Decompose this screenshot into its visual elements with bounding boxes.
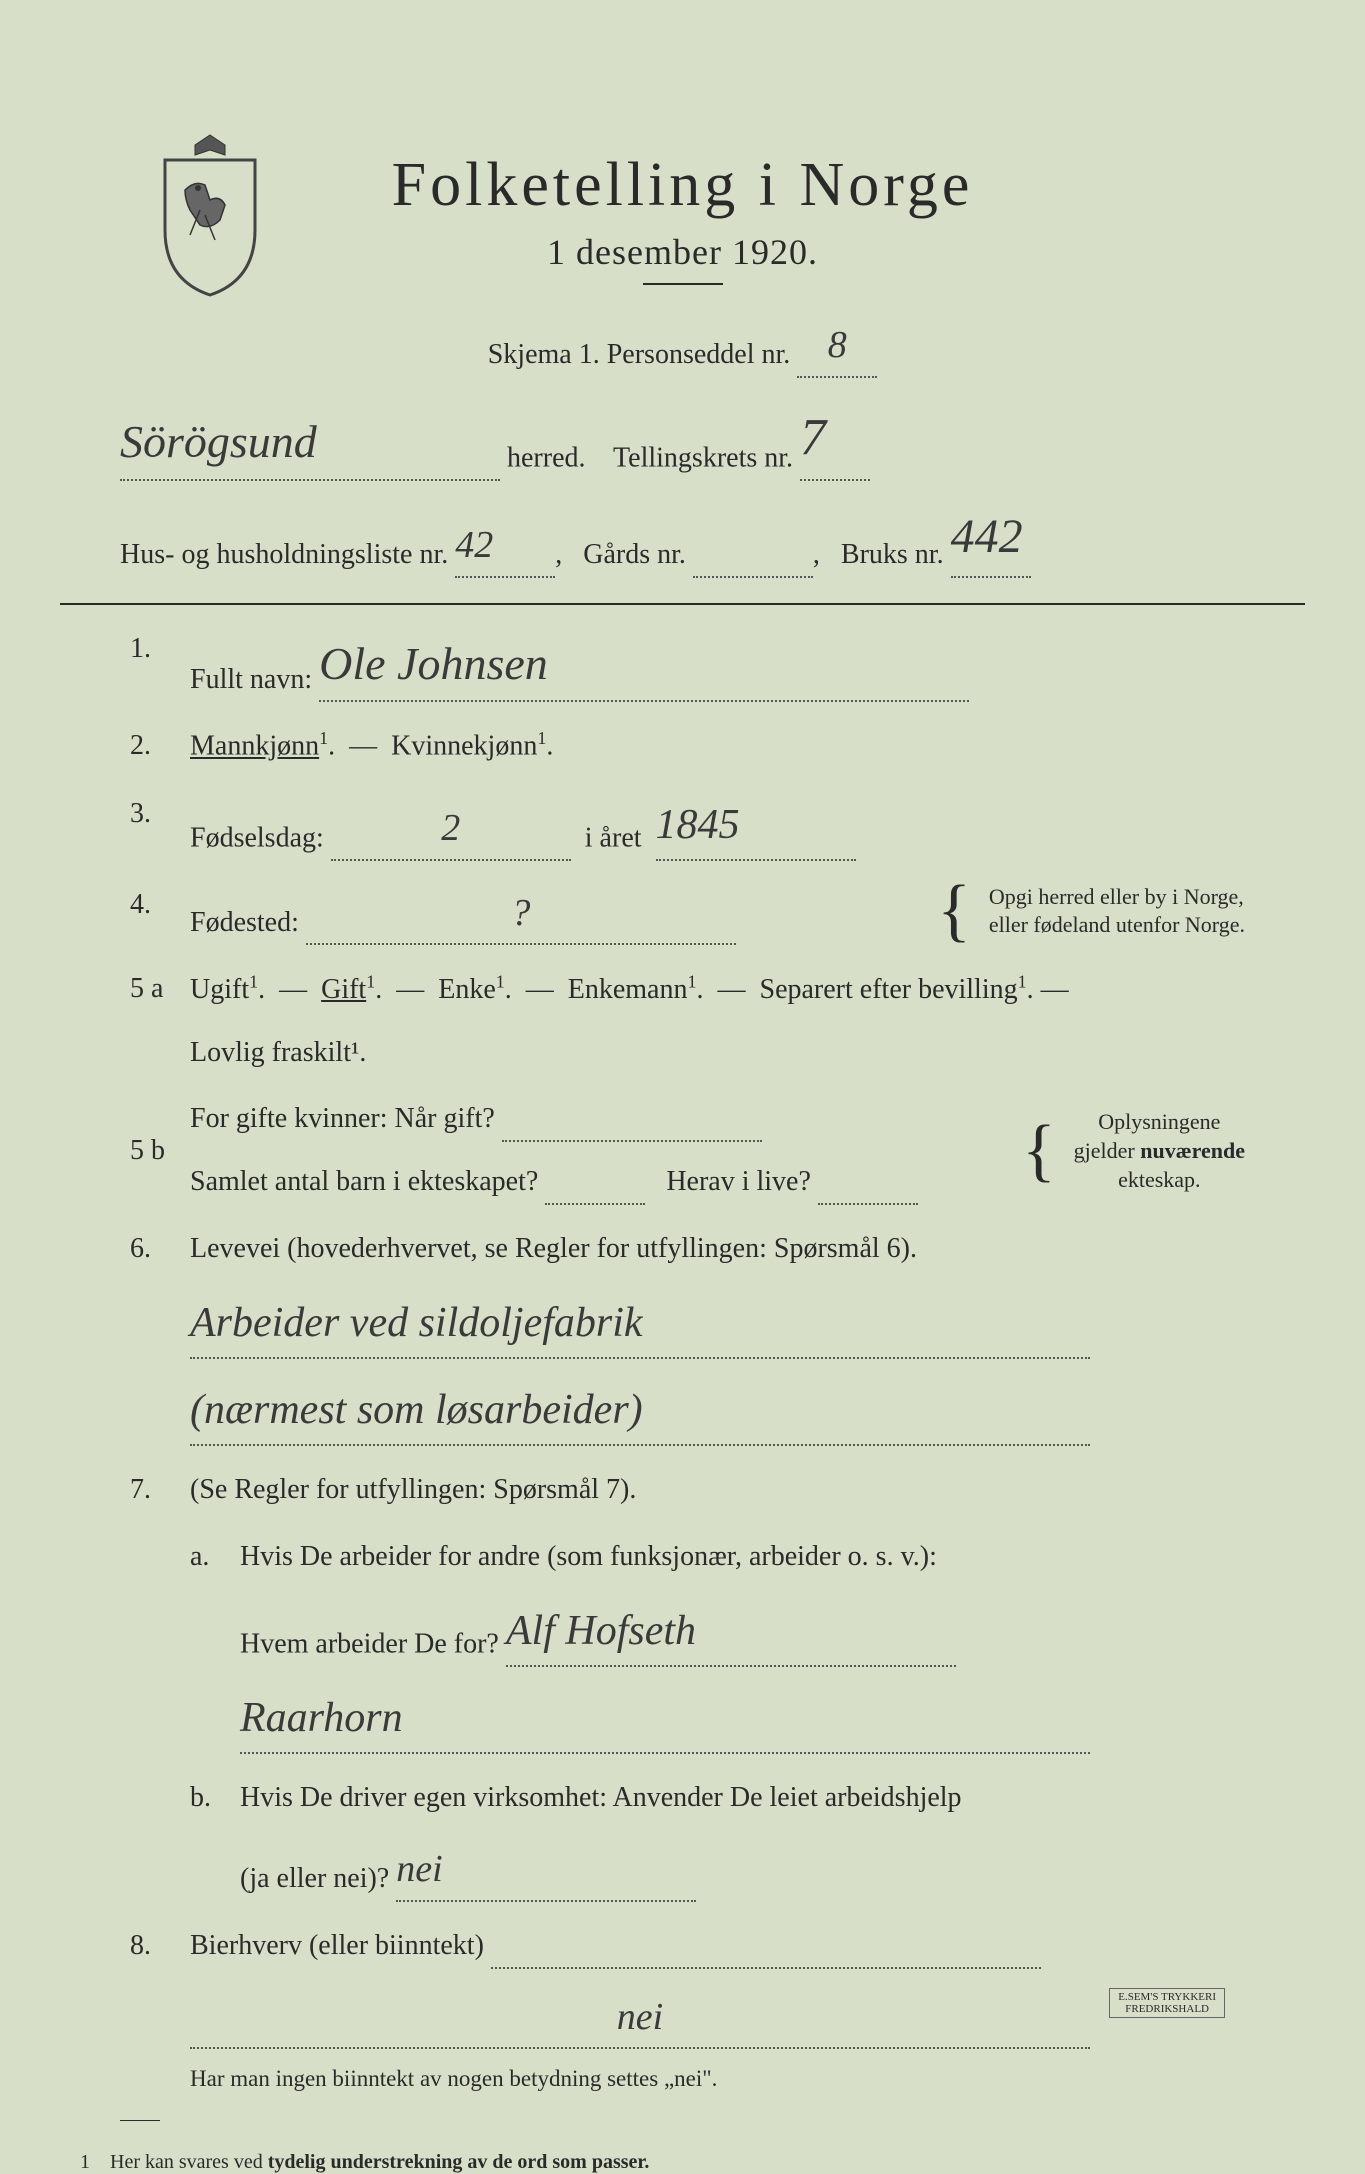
q1-value: Ole Johnsen bbox=[319, 627, 548, 701]
hus-label: Hus- og husholdningsliste nr. bbox=[120, 539, 448, 570]
q5b-note: { Oplysningene gjelder nuværende ekteska… bbox=[1022, 1108, 1245, 1194]
q5b-label3: Herav i live? bbox=[666, 1166, 811, 1197]
q7a-value1: Alf Hofseth bbox=[506, 1598, 696, 1665]
divider bbox=[120, 2120, 160, 2121]
q2-kvinne: Kvinnekjønn bbox=[391, 731, 537, 762]
q8-label: Bierhverv (eller biinntekt) bbox=[190, 1930, 484, 1961]
q3-label: Fødselsdag: bbox=[190, 822, 324, 853]
tellingskrets-label: Tellingskrets nr. bbox=[613, 442, 793, 473]
q2-mann: Mannkjønn bbox=[190, 731, 319, 762]
q4-note-line2: eller fødeland utenfor Norge. bbox=[989, 911, 1245, 940]
tellingskrets-nr: 7 bbox=[800, 396, 826, 479]
q1-label: Fullt navn: bbox=[190, 664, 312, 695]
q5b-field2 bbox=[545, 1203, 645, 1205]
q5b-field1 bbox=[502, 1140, 762, 1142]
q5a-options: Ugift1. — Gift1. — Enke1. — Enkemann1. —… bbox=[190, 974, 1069, 1005]
bruks-label: Bruks nr. bbox=[841, 539, 944, 570]
q7a-number: a. bbox=[190, 1535, 209, 1580]
gards-label: Gårds nr. bbox=[583, 539, 686, 570]
q8-value: nei bbox=[617, 1987, 663, 2048]
q8-note: Har man ingen biinntekt av nogen betydni… bbox=[190, 2061, 1245, 2098]
q5b-number: 5 b bbox=[130, 1129, 165, 1174]
q5b-note-l2: gjelder nuværende bbox=[1074, 1137, 1245, 1166]
printer-l2: FREDRIKSHALD bbox=[1118, 2003, 1216, 2015]
q7a-q: Hvem arbeider De for? bbox=[240, 1628, 499, 1659]
q7b-number: b. bbox=[190, 1776, 211, 1821]
q6-number: 6. bbox=[130, 1227, 151, 1272]
q4-note: { Opgi herred eller by i Norge, eller fø… bbox=[937, 883, 1245, 940]
q8-field1 bbox=[491, 1967, 1041, 1969]
q6-value1: Arbeider ved sildoljefabrik bbox=[190, 1290, 643, 1357]
q7b-label: Hvis De driver egen virksomhet: Anvender… bbox=[240, 1782, 962, 1813]
q1-number: 1. bbox=[130, 627, 151, 672]
q4-note-line1: Opgi herred eller by i Norge, bbox=[989, 883, 1245, 912]
q3-year: 1845 bbox=[656, 792, 740, 859]
q2-number: 2. bbox=[130, 724, 151, 769]
q5b: 5 b For gifte kvinner: Når gift? Samlet … bbox=[120, 1097, 1245, 1205]
form-metadata: Skjema 1. Personseddel nr. 8 Sörögsund h… bbox=[60, 315, 1305, 578]
personseddel-nr: 8 bbox=[828, 315, 847, 376]
q6: 6. Levevei (hovederhvervet, se Regler fo… bbox=[120, 1227, 1245, 1446]
q2: 2. Mannkjønn1. — Kvinnekjønn1. bbox=[120, 724, 1245, 769]
q5b-label1: For gifte kvinner: Når gift? bbox=[190, 1103, 495, 1134]
q3-number: 3. bbox=[130, 792, 151, 837]
footnote-num: 1 bbox=[80, 2151, 90, 2173]
census-form: Folketelling i Norge 1 desember 1920. Sk… bbox=[60, 150, 1305, 2098]
footnote: 1 Her kan svares ved tydelig understrekn… bbox=[60, 2151, 1305, 2174]
q3-mid: i året bbox=[585, 822, 642, 853]
herred-label: herred. bbox=[507, 442, 586, 473]
q7a-label: Hvis De arbeider for andre (som funksjon… bbox=[240, 1541, 937, 1572]
q4: 4. Fødested: ? { Opgi herred eller by i … bbox=[120, 883, 1245, 946]
q7b-q: (ja eller nei)? bbox=[240, 1863, 389, 1894]
footnote-text: Her kan svares ved tydelig understreknin… bbox=[110, 2151, 649, 2173]
bruks-nr: 442 bbox=[951, 499, 1023, 576]
gards-nr bbox=[693, 576, 813, 578]
herred-name: Sörögsund bbox=[120, 405, 317, 479]
coat-of-arms-icon bbox=[150, 130, 270, 300]
divider bbox=[643, 283, 723, 285]
q4-label: Fødested: bbox=[190, 907, 299, 938]
q1: 1. Fullt navn: Ole Johnsen bbox=[120, 627, 1245, 703]
q6-label: Levevei (hovederhvervet, se Regler for u… bbox=[190, 1233, 917, 1264]
q3-day: 2 bbox=[441, 798, 460, 859]
q7-number: 7. bbox=[130, 1468, 151, 1513]
divider bbox=[60, 603, 1305, 605]
hus-nr: 42 bbox=[455, 515, 493, 576]
q5a-cont: Lovlig fraskilt¹. bbox=[190, 1031, 1245, 1076]
q5a: 5 a Ugift1. — Gift1. — Enke1. — Enkemann… bbox=[120, 967, 1245, 1075]
skjema-label: Skjema 1. Personseddel nr. bbox=[488, 339, 791, 370]
q8: 8. Bierhverv (eller biinntekt) nei Har m… bbox=[120, 1924, 1245, 2098]
q6-value2: (nærmest som løsarbeider) bbox=[190, 1377, 643, 1444]
printer-mark: E.SEM'S TRYKKERI FREDRIKSHALD bbox=[1109, 1988, 1225, 2018]
q7a-value2: Raarhorn bbox=[240, 1685, 403, 1752]
q3: 3. Fødselsdag: 2 i året 1845 bbox=[120, 792, 1245, 861]
q5b-field3 bbox=[818, 1203, 918, 1205]
q5a-number: 5 a bbox=[130, 967, 163, 1012]
q5b-label2: Samlet antal barn i ekteskapet? bbox=[190, 1166, 538, 1197]
q4-value: ? bbox=[511, 883, 530, 944]
q8-number: 8. bbox=[130, 1924, 151, 1969]
q5b-note-l1: Oplysningene bbox=[1074, 1108, 1245, 1137]
q7: 7. (Se Regler for utfyllingen: Spørsmål … bbox=[120, 1468, 1245, 1902]
printer-l1: E.SEM'S TRYKKERI bbox=[1118, 1991, 1216, 2003]
questions-block: 1. Fullt navn: Ole Johnsen 2. Mannkjønn1… bbox=[60, 627, 1305, 2098]
form-header: Folketelling i Norge 1 desember 1920. bbox=[60, 150, 1305, 285]
q5b-note-l3: ekteskap. bbox=[1074, 1166, 1245, 1195]
q4-number: 4. bbox=[130, 883, 151, 928]
q7-label: (Se Regler for utfyllingen: Spørsmål 7). bbox=[190, 1474, 636, 1505]
q7b-value: nei bbox=[396, 1839, 442, 1900]
